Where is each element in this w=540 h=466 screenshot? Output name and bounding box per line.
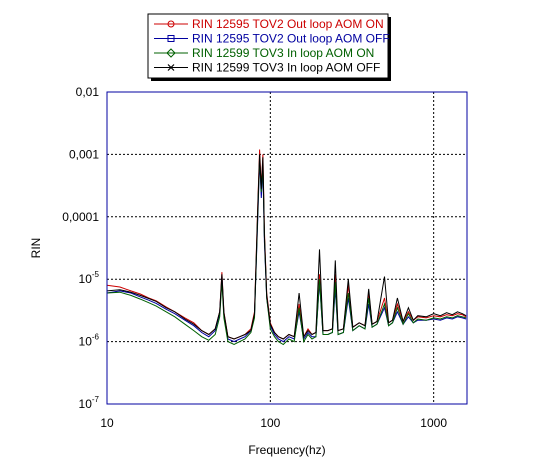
series-line [106,157,467,346]
grid-lines [107,92,467,404]
y-axis-title: RIN [29,238,43,259]
y-tick-label: 0,0001 [62,210,99,224]
series-line [106,160,467,343]
legend-box [147,13,389,79]
plot-frame [106,91,468,405]
x-tick-label: 10 [100,416,114,430]
legend-entry: RIN 12595 TOV2 Out loop AOM OFF [154,32,390,46]
series-line [106,149,467,340]
legend-entry: RIN 12595 TOV2 Out loop AOM ON [154,17,384,31]
legend-entry: RIN 12599 TOV3 In loop AOM ON [154,46,374,60]
series-lines [106,149,467,346]
y-tick-label: 0,01 [76,85,100,99]
series-1 [106,149,467,340]
y-tick-label: 10-6 [79,333,100,349]
legend-marker [167,20,175,28]
x-tick-labels: 10 100 1000 [100,416,447,430]
series-4 [106,154,467,340]
legend-label: RIN 12599 TOV3 In loop AOM ON [192,46,374,60]
legend-label: RIN 12599 TOV3 In loop AOM OFF [192,61,380,75]
x-tick-label: 1000 [420,416,447,430]
y-tick-label: 10-5 [79,270,100,286]
legend-label: RIN 12595 TOV2 Out loop AOM OFF [192,32,390,46]
series-2 [106,160,467,343]
legend-entry: RIN 12599 TOV3 In loop AOM OFF [154,61,380,75]
legend-marker [166,48,176,58]
legend-marker [167,35,175,42]
x-tick-label: 100 [260,416,280,430]
x-axis-title: Frequency(hz) [248,443,325,457]
legend-marker [167,64,175,71]
series-3 [106,157,467,346]
y-tick-label: 0,001 [69,147,99,161]
y-tick-labels: 0,01 0,001 0,0001 10-5 10-6 10-7 [62,85,99,411]
series-line [106,154,467,340]
y-tick-label: 10-7 [79,395,100,411]
legend-label: RIN 12595 TOV2 Out loop AOM ON [192,17,384,31]
